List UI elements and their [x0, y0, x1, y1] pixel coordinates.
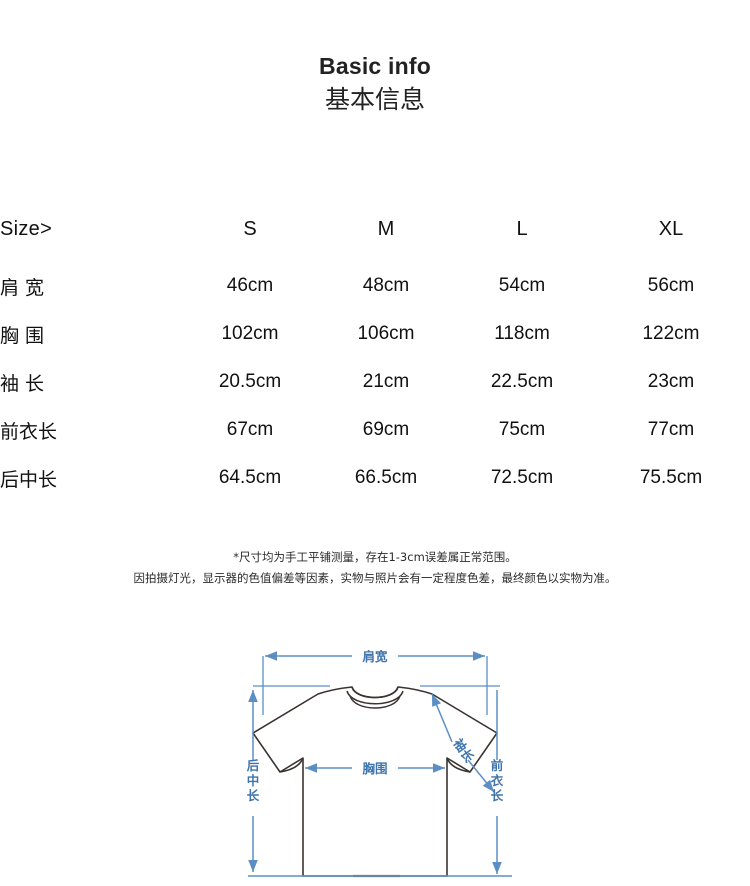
cell-front-length-m: 69cm — [362, 419, 410, 440]
row-label-back-length: 后中长 — [0, 468, 58, 491]
cell-shoulder-l: 54cm — [498, 275, 546, 296]
page-title-en: Basic info — [319, 53, 431, 79]
page-title: Basic info 基本信息 — [0, 52, 750, 117]
table-row: 肩 宽 46cm 48cm 54cm 56cm — [0, 262, 750, 310]
cell-sleeve-m: 21cm — [362, 371, 410, 392]
cell-back-length-xl: 75.5cm — [639, 467, 703, 488]
dimension-chest: 胸围 — [305, 761, 445, 776]
size-header-s: S — [243, 217, 257, 240]
dimension-label-front-length: 前衣长 — [491, 758, 504, 803]
table-row: 胸 围 102cm 106cm 118cm 122cm — [0, 310, 750, 358]
row-label-front-length: 前衣长 — [0, 420, 58, 443]
cell-front-length-s: 67cm — [226, 419, 274, 440]
dimension-label-shoulder: 肩宽 — [362, 649, 388, 664]
table-header-row: Size> S M L XL — [0, 196, 750, 262]
cell-shoulder-xl: 56cm — [647, 275, 695, 296]
cell-shoulder-s: 46cm — [226, 275, 274, 296]
cell-sleeve-s: 20.5cm — [218, 371, 282, 392]
cell-back-length-m: 66.5cm — [354, 467, 418, 488]
dimension-shoulder-width: 肩宽 — [262, 649, 488, 715]
size-header-l: L — [516, 217, 528, 240]
row-label-sleeve: 袖 长 — [0, 372, 45, 395]
tshirt-outline-icon — [252, 686, 498, 878]
size-header-m: M — [377, 217, 395, 240]
size-header-label: Size> — [0, 217, 53, 240]
row-label-shoulder: 肩 宽 — [0, 276, 45, 299]
cell-chest-l: 118cm — [494, 323, 550, 344]
dimension-label-back-length: 后中长 — [247, 758, 260, 803]
measurement-notes: *尺寸均为手工平铺测量，存在1-3cm误差属正常范围。 因拍摄灯光，显示器的色值… — [0, 548, 750, 588]
garment-measurement-diagram: 肩宽 胸围 袖长 后中长 — [0, 620, 750, 886]
note-color-disclaimer: 因拍摄灯光，显示器的色值偏差等因素，实物与照片会有一定程度色差，最终颜色以实物为… — [133, 571, 617, 585]
cell-shoulder-m: 48cm — [362, 275, 410, 296]
row-label-chest: 胸 围 — [0, 324, 45, 347]
cell-front-length-l: 75cm — [498, 419, 546, 440]
dimension-front-length: 前衣长 — [420, 685, 504, 874]
cell-chest-xl: 122cm — [642, 323, 700, 344]
cell-sleeve-xl: 23cm — [647, 371, 695, 392]
page-title-cn: 基本信息 — [324, 85, 425, 114]
table-row: 前衣长 67cm 69cm 75cm 77cm — [0, 406, 750, 454]
size-chart-table: Size> S M L XL 肩 宽 46cm 48cm 54cm 56cm 胸… — [0, 196, 750, 502]
table-row: 袖 长 20.5cm 21cm 22.5cm 23cm — [0, 358, 750, 406]
cell-sleeve-l: 22.5cm — [490, 371, 554, 392]
cell-chest-s: 102cm — [221, 323, 279, 344]
table-row: 后中长 64.5cm 66.5cm 72.5cm 75.5cm — [0, 454, 750, 502]
dimension-label-chest: 胸围 — [362, 761, 387, 776]
cell-chest-m: 106cm — [357, 323, 415, 344]
cell-back-length-l: 72.5cm — [490, 467, 554, 488]
cell-back-length-s: 64.5cm — [218, 467, 282, 488]
cell-front-length-xl: 77cm — [647, 419, 695, 440]
size-header-xl: XL — [658, 217, 684, 240]
dimension-back-center-length: 后中长 — [247, 685, 512, 877]
note-measurement-tolerance: *尺寸均为手工平铺测量，存在1-3cm误差属正常范围。 — [233, 550, 517, 564]
